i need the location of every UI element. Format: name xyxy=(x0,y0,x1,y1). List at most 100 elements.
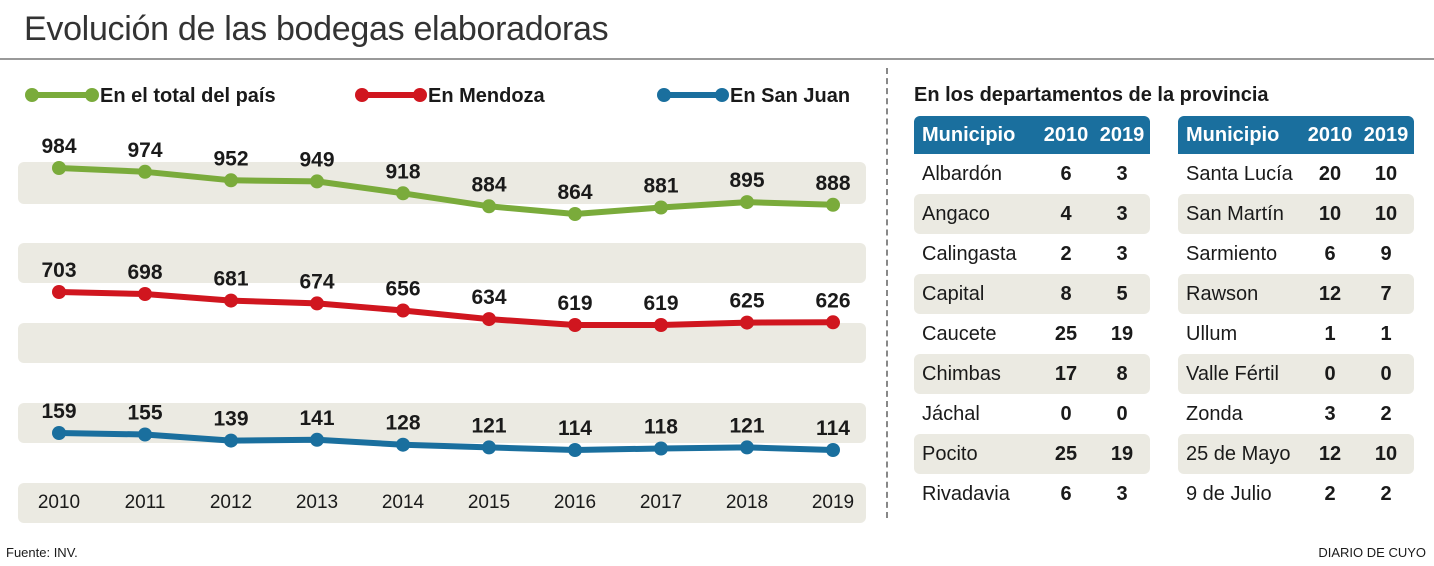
value-2019: 8 xyxy=(1116,362,1128,385)
data-label-sanjuan-2011: 155 xyxy=(127,402,162,425)
municipio-name: Ullum xyxy=(1186,322,1238,345)
section-divider xyxy=(886,68,888,518)
data-point-sanjuan-2010 xyxy=(52,426,66,440)
value-2019: 3 xyxy=(1116,242,1128,265)
data-point-sanjuan-2018 xyxy=(740,440,754,455)
value-2019: 0 xyxy=(1380,362,1392,385)
data-label-pais-2012: 952 xyxy=(213,147,248,170)
value-2019: 0 xyxy=(1116,402,1128,425)
municipio-name: Sarmiento xyxy=(1186,242,1278,265)
value-2010: 1 xyxy=(1324,322,1336,345)
table-row: Valle Fértil 0 0 xyxy=(1178,354,1414,394)
data-label-mendoza-2018: 625 xyxy=(729,290,764,313)
value-2019: 3 xyxy=(1116,202,1128,225)
value-2010: 0 xyxy=(1060,402,1072,425)
municipio-name: Pocito xyxy=(922,442,978,465)
data-point-sanjuan-2019 xyxy=(826,443,840,457)
value-2019: 9 xyxy=(1380,242,1392,265)
legend-label-pais: En el total del país xyxy=(100,85,276,107)
x-tick-2019: 2019 xyxy=(812,492,854,513)
municipio-name: Rawson xyxy=(1186,282,1259,305)
table-row: Zonda 3 2 xyxy=(1178,394,1414,434)
data-point-mendoza-2010 xyxy=(52,285,66,299)
value-2010: 4 xyxy=(1060,202,1072,225)
data-label-mendoza-2019: 626 xyxy=(815,289,850,312)
value-2010: 12 xyxy=(1318,282,1342,305)
municipio-name: Jáchal xyxy=(922,402,980,425)
data-label-mendoza-2017: 619 xyxy=(643,292,678,315)
line-chart: En el total del país En Mendoza En San J… xyxy=(18,85,866,523)
data-point-pais-2015 xyxy=(482,199,496,214)
value-2010: 6 xyxy=(1060,482,1072,505)
value-2010: 12 xyxy=(1318,442,1342,465)
x-axis-band xyxy=(18,483,866,523)
series-pais: 984 974 952 949 918 884 864 881 895 888 xyxy=(41,135,851,221)
value-2019: 19 xyxy=(1110,322,1134,345)
municipio-name: Calingasta xyxy=(922,242,1017,265)
data-label-mendoza-2010: 703 xyxy=(41,259,76,282)
source-note: Fuente: INV. xyxy=(6,545,78,560)
value-2019: 10 xyxy=(1374,162,1398,185)
municipio-name: 9 de Julio xyxy=(1186,482,1272,505)
data-label-mendoza-2011: 698 xyxy=(127,261,162,284)
municipio-name: Chimbas xyxy=(922,362,1001,385)
brand-credit: DIARIO DE CUYO xyxy=(1318,545,1426,560)
series-line-pais xyxy=(56,165,836,217)
data-point-mendoza-2017 xyxy=(654,318,668,332)
value-2010: 25 xyxy=(1054,442,1078,465)
data-point-pais-2013 xyxy=(310,174,324,189)
table-row: Caucete 25 19 xyxy=(914,314,1150,354)
municipio-table-left: Municipio 2010 2019 Albardón 6 3 Angaco 4 3 … xyxy=(914,116,1150,514)
table-row: Rawson 12 7 xyxy=(1178,274,1414,314)
data-point-mendoza-2018 xyxy=(740,315,754,330)
data-point-pais-2014 xyxy=(396,186,410,201)
chart-title: Evolución de las bodegas elaboradoras xyxy=(24,10,609,48)
data-label-sanjuan-2019: 114 xyxy=(816,417,850,440)
data-point-sanjuan-2015 xyxy=(482,440,496,455)
value-2019: 2 xyxy=(1380,402,1392,425)
municipio-name: Santa Lucía xyxy=(1186,162,1293,185)
header-2019: 2019 xyxy=(1099,123,1145,146)
value-2010: 17 xyxy=(1054,362,1078,385)
table-row: Ullum 1 1 xyxy=(1178,314,1414,354)
data-label-sanjuan-2014: 128 xyxy=(385,412,420,435)
data-point-pais-2019 xyxy=(826,197,840,212)
data-label-pais-2015: 884 xyxy=(471,173,506,196)
municipio-table-right: Municipio 2010 2019 Santa Lucía 20 10 San … xyxy=(1178,116,1414,514)
table-row: Rivadavia 6 3 xyxy=(914,474,1150,514)
data-point-sanjuan-2017 xyxy=(654,441,668,456)
value-2010: 10 xyxy=(1318,202,1342,225)
data-point-sanjuan-2013 xyxy=(310,432,324,447)
data-point-pais-2012 xyxy=(224,173,238,188)
header-2010: 2010 xyxy=(1307,123,1353,146)
data-label-mendoza-2015: 634 xyxy=(471,286,506,309)
municipio-name: Rivadavia xyxy=(922,482,1010,505)
data-label-pais-2016: 864 xyxy=(557,181,592,204)
municipio-name: Albardón xyxy=(922,162,1003,185)
table-row: 9 de Julio 2 2 xyxy=(1178,474,1414,514)
data-label-mendoza-2013: 674 xyxy=(299,270,334,293)
value-2010: 25 xyxy=(1054,322,1078,345)
value-2019: 2 xyxy=(1380,482,1392,505)
municipio-name: San Martín xyxy=(1186,202,1284,225)
value-2010: 3 xyxy=(1324,402,1336,425)
data-point-pais-2016 xyxy=(568,207,582,221)
table-row: Calingasta 2 3 xyxy=(914,234,1150,274)
table-title: En los departamentos de la provincia xyxy=(914,84,1269,106)
data-point-sanjuan-2011 xyxy=(138,427,152,442)
data-label-sanjuan-2018: 121 xyxy=(729,414,764,437)
value-2019: 3 xyxy=(1116,482,1128,505)
x-tick-2010: 2010 xyxy=(38,492,80,513)
data-label-pais-2019: 888 xyxy=(815,172,850,195)
data-label-pais-2017: 881 xyxy=(643,175,678,198)
x-tick-2016: 2016 xyxy=(554,492,596,513)
data-point-sanjuan-2014 xyxy=(396,437,410,452)
data-label-mendoza-2016: 619 xyxy=(557,292,592,315)
table-row: Jáchal 0 0 xyxy=(914,394,1150,434)
x-tick-2011: 2011 xyxy=(125,492,166,513)
series-line-mendoza xyxy=(56,289,836,328)
data-label-sanjuan-2015: 121 xyxy=(471,414,506,437)
band-pais xyxy=(18,162,866,204)
header-2010: 2010 xyxy=(1043,123,1089,146)
value-2010: 6 xyxy=(1324,242,1336,265)
